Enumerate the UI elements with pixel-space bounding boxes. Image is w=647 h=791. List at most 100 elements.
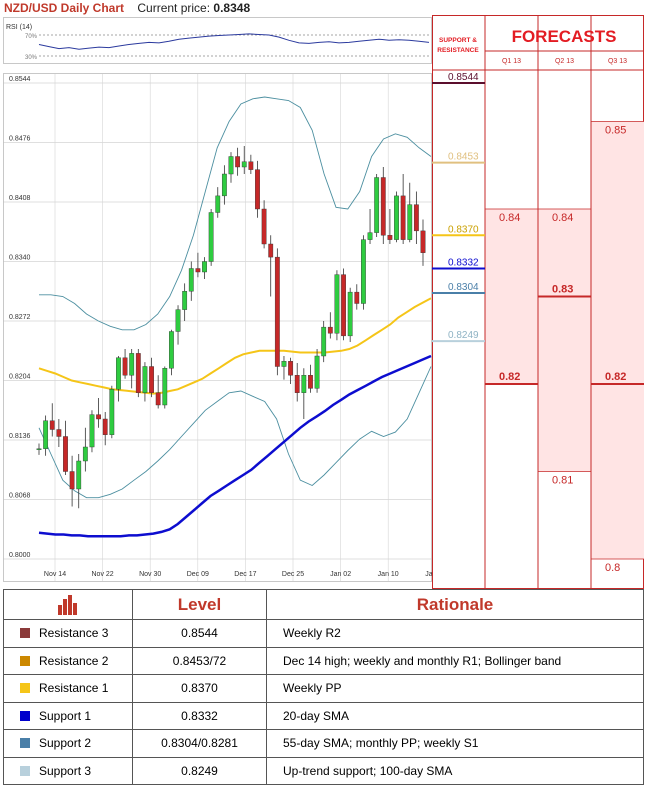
forecast-label: 0.81 <box>552 475 573 487</box>
candle-down <box>255 169 260 210</box>
sr-level-label: 0.8332 <box>448 258 479 269</box>
candle-down <box>341 274 346 337</box>
x-tick-label: Nov 14 <box>44 571 66 578</box>
price-chart: 0.8544 0.8476 0.8408 0.8340 0.8272 0.8204 0.81… <box>3 73 433 582</box>
level-rationale: Up-trend support; 100-day SMA <box>266 756 644 785</box>
y-tick-label: 0.8000 <box>9 552 31 559</box>
forecast-label: 0.83 <box>552 284 573 296</box>
x-tick-label: Nov 30 <box>139 571 161 578</box>
candle-up <box>82 446 88 462</box>
forecasts-title: FORECASTS <box>512 27 617 46</box>
candle-up <box>142 366 148 393</box>
candle-up <box>188 268 194 292</box>
candle-up <box>367 232 373 240</box>
candle-down <box>308 375 313 389</box>
forecast-label: 0.84 <box>552 212 573 224</box>
forecast-panel: SUPPORT & RESISTANCE FORECASTS Q1 13 Q2 … <box>432 15 644 589</box>
candle-up <box>221 173 227 197</box>
candle-up <box>129 353 135 376</box>
y-tick-label: 0.8136 <box>9 433 31 440</box>
level-name-cell: Support 1 <box>3 701 133 730</box>
candle-up <box>116 357 121 390</box>
forecast-col-q3: Q3 13 <box>608 58 627 65</box>
candle-up <box>162 368 168 406</box>
level-name: Resistance 2 <box>39 653 109 668</box>
level-rationale: Weekly R2 <box>266 619 644 648</box>
candle-down <box>102 418 108 435</box>
x-tick-label: Dec 09 <box>187 571 209 578</box>
candle-up <box>43 420 49 449</box>
level-row: Support 2 0.8304/0.8281 55-day SMA; monthl… <box>3 729 644 758</box>
candle-down <box>327 326 333 334</box>
candle-down <box>261 208 267 245</box>
level-value: 0.8370 <box>132 674 267 703</box>
candle-up <box>347 291 353 337</box>
candle-up <box>241 161 247 168</box>
candle-down <box>294 375 300 393</box>
level-swatch <box>20 655 30 666</box>
candle-down <box>400 195 406 240</box>
forecast-label: 0.8 <box>605 562 620 574</box>
sr-level-label: 0.8453 <box>448 152 479 163</box>
candle-down <box>274 256 280 367</box>
candle-down <box>49 420 55 430</box>
rsi-label: RSI (14) <box>6 24 32 31</box>
candle-down <box>69 471 75 490</box>
y-tick-label: 0.8272 <box>9 314 31 321</box>
levels-table: Level Rationale Resistance 3 0.8544 Weekly… <box>3 589 644 785</box>
candle-down <box>56 429 62 437</box>
level-rationale: Weekly PP <box>266 674 644 703</box>
y-tick-label: 0.8204 <box>9 374 31 381</box>
forecast-range-band <box>538 209 591 472</box>
candle-down <box>387 235 393 240</box>
level-row: Support 3 0.8249 Up-trend support; 100-day… <box>3 756 644 785</box>
candle-up <box>321 326 327 357</box>
forecast-label: 0.84 <box>499 212 520 224</box>
candle-up <box>301 375 307 393</box>
y-tick-label: 0.8340 <box>9 255 31 262</box>
level-name: Support 3 <box>39 763 92 778</box>
sr-title-line1: SUPPORT & <box>439 37 477 44</box>
candle-up <box>175 309 181 332</box>
level-name-cell: Support 2 <box>3 729 133 758</box>
bollinger-upper-line <box>39 96 432 331</box>
sr-title-line2: RESISTANCE <box>437 47 479 54</box>
candle-down <box>380 177 386 236</box>
current-price: 0.8348 <box>213 1 251 15</box>
candle-down <box>288 361 293 376</box>
forecast-col-q1: Q1 13 <box>502 58 521 65</box>
rsi-line <box>38 33 430 50</box>
level-swatch <box>20 683 30 694</box>
level-swatch <box>20 765 30 776</box>
level-value: 0.8544 <box>132 619 267 648</box>
bollinger-lower-line <box>38 366 432 499</box>
level-name-cell: Resistance 2 <box>3 646 133 675</box>
candle-up <box>208 212 214 262</box>
level-row: Resistance 1 0.8370 Weekly PP <box>3 674 644 703</box>
sr-level-label: 0.8249 <box>448 330 479 341</box>
level-row: Resistance 3 0.8544 Weekly R2 <box>3 619 644 648</box>
level-value: 0.8453/72 <box>132 646 267 675</box>
level-rationale: 55-day SMA; monthly PP; weekly S1 <box>266 729 644 758</box>
candle-down <box>195 268 201 273</box>
x-tick-label: Jan 02 <box>330 571 351 578</box>
chart-header: NZD/USD Daily Chart Current price: 0.834… <box>4 1 250 15</box>
candle-down <box>63 436 68 472</box>
candle-up <box>334 274 340 334</box>
candle-up <box>407 204 413 240</box>
candle-up <box>228 156 234 175</box>
candle-down <box>354 291 360 304</box>
candle-up <box>314 355 320 389</box>
x-tick-label: Dec 17 <box>234 571 256 578</box>
candle-down <box>155 392 161 406</box>
x-tick-label: Jan 10 <box>378 571 399 578</box>
x-tick-label: Nov 22 <box>92 571 114 578</box>
forecast-label: 0.82 <box>605 371 626 383</box>
forecast-label: 0.85 <box>605 125 626 137</box>
level-name: Resistance 3 <box>39 626 109 641</box>
level-value: 0.8304/0.8281 <box>132 729 267 758</box>
level-value: 0.8332 <box>132 701 267 730</box>
candle-up <box>109 389 115 435</box>
candle-up <box>374 177 380 233</box>
chart-title: NZD/USD Daily Chart <box>4 1 125 15</box>
